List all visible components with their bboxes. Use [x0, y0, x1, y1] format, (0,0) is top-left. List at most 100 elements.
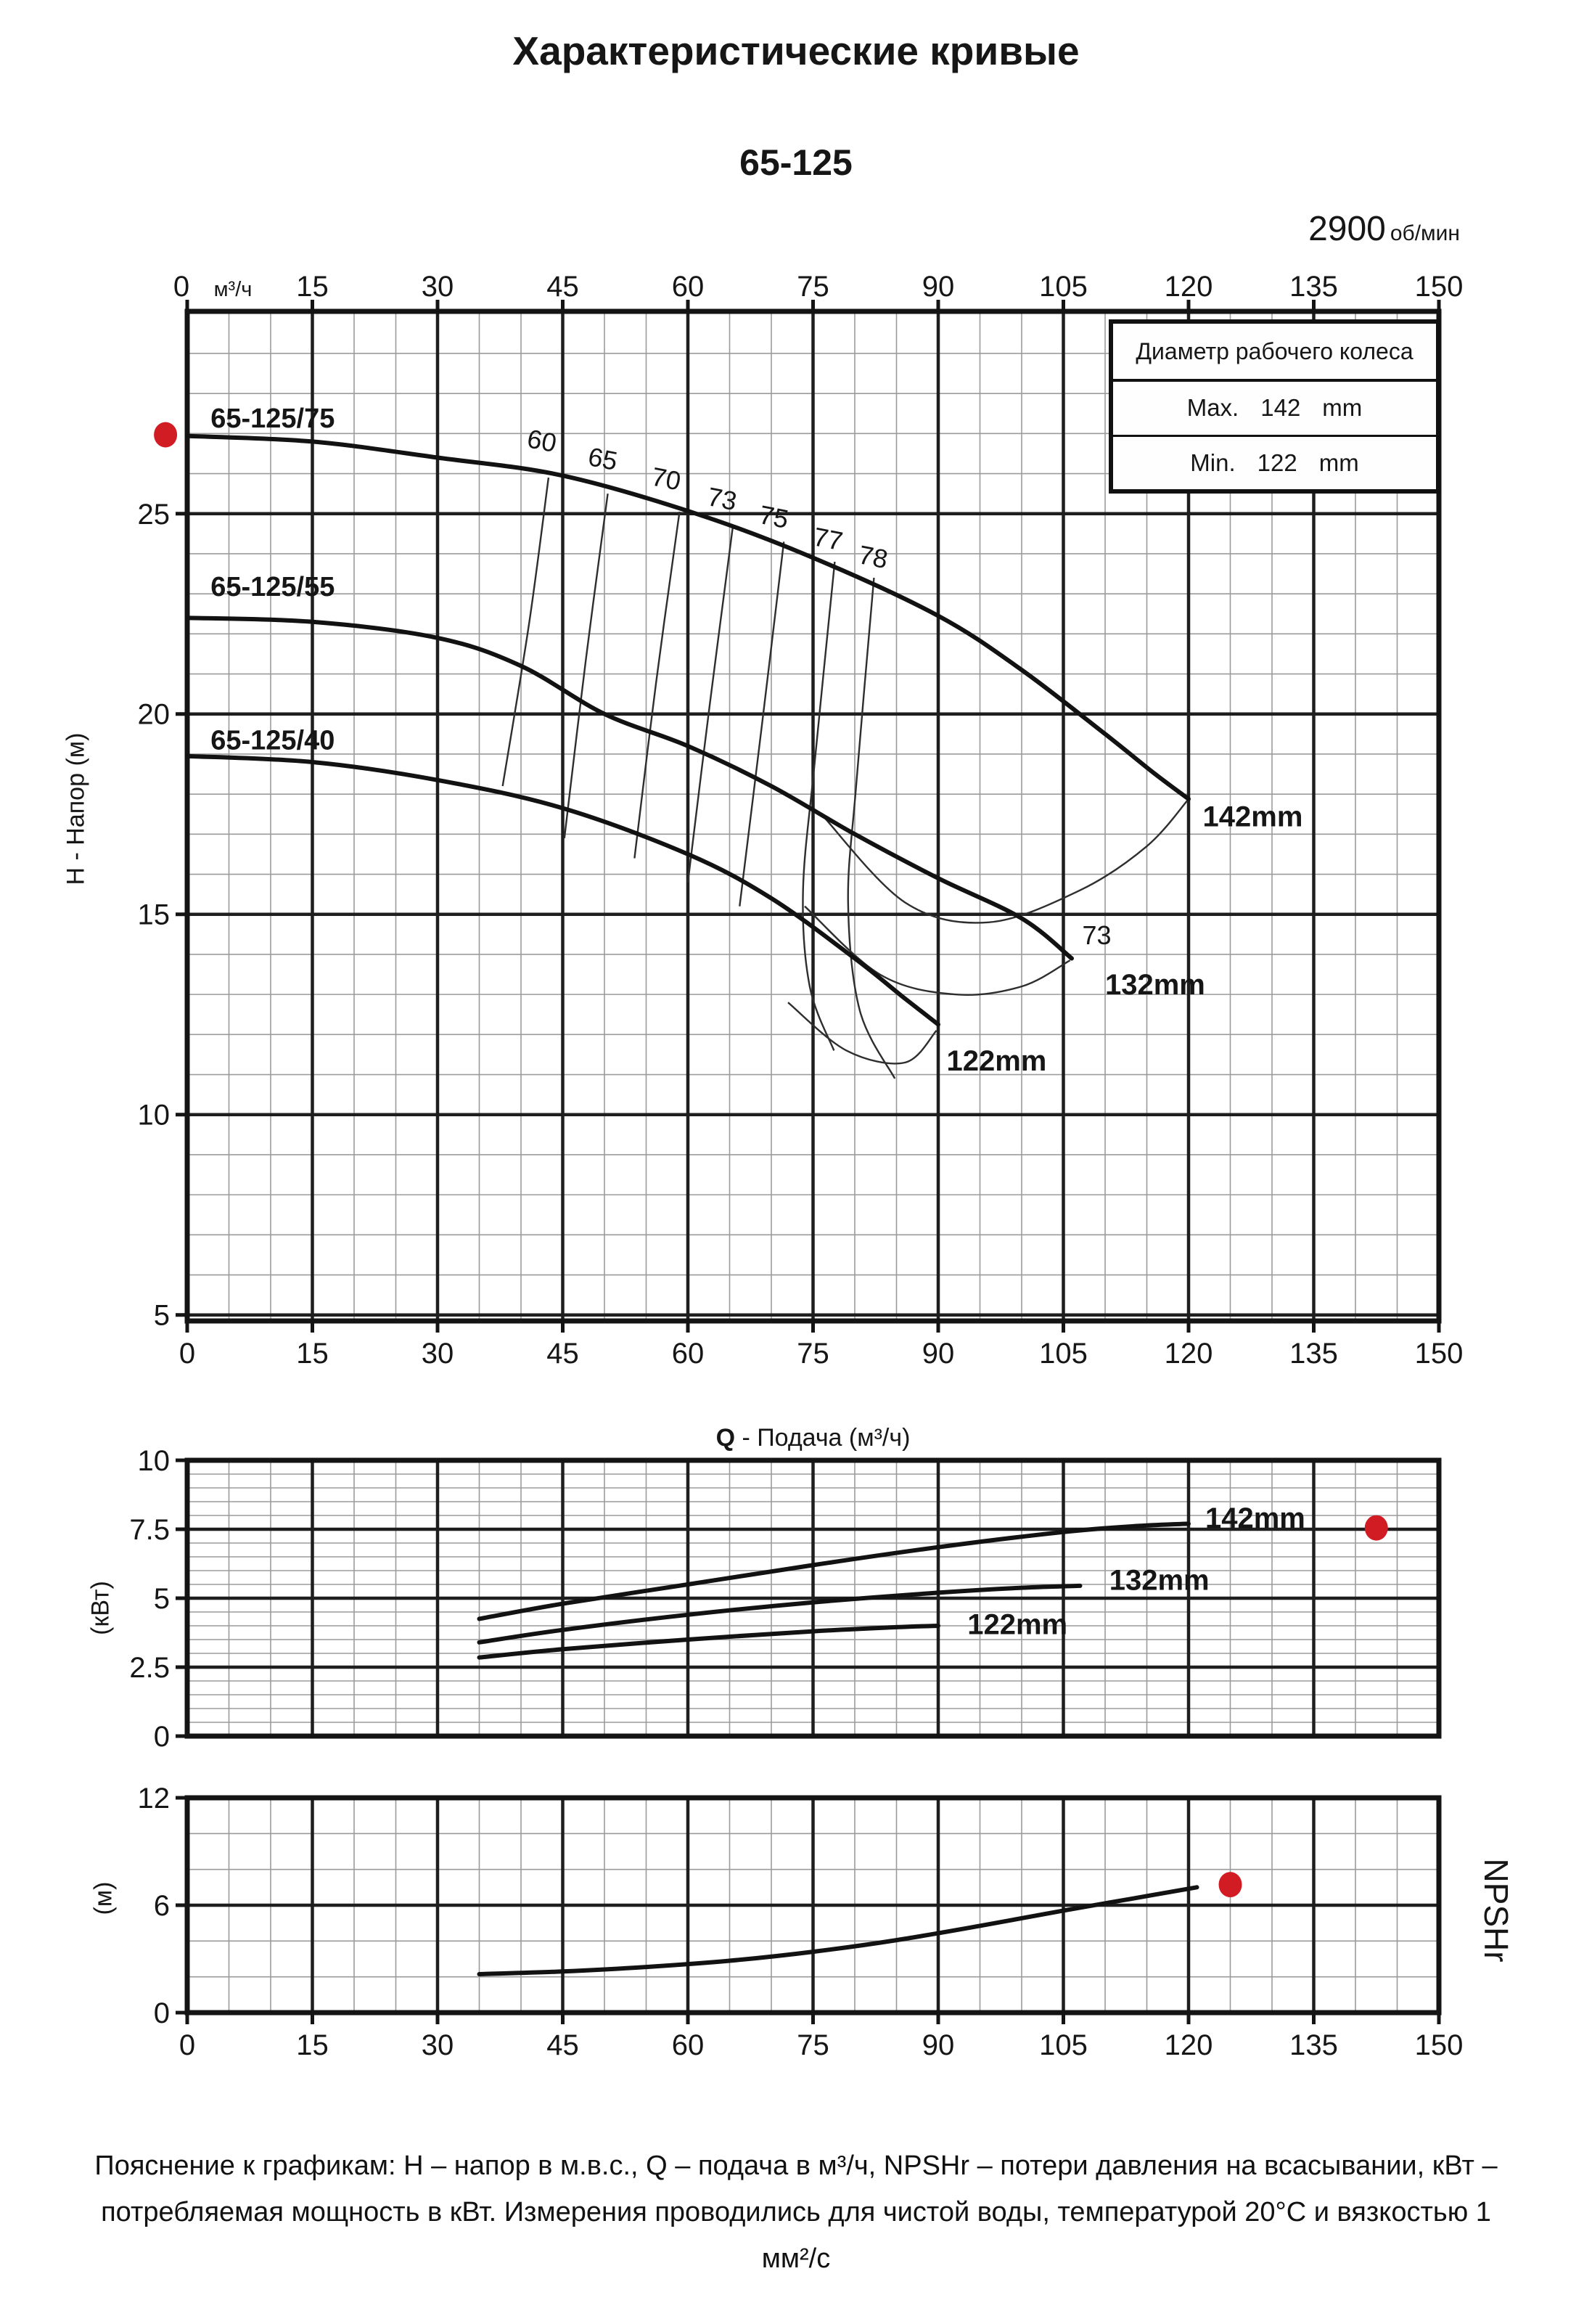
impeller-max-value: 142: [1260, 394, 1301, 422]
impeller-label: 142mm: [1205, 1502, 1305, 1534]
x-tick-label-bottom: 60: [672, 1338, 705, 1370]
efficiency-line: [847, 577, 896, 1079]
efficiency-label: 65: [586, 441, 620, 476]
x-tick-label-bottom: 120: [1165, 1338, 1213, 1370]
x-tick-label-top: 0: [173, 271, 189, 303]
impeller-label: 132mm: [1109, 1565, 1210, 1597]
red-marker-dot: [154, 422, 178, 448]
x-tick-label-bottom: 30: [422, 1338, 454, 1370]
x-tick-label-bottom: 90: [922, 2029, 955, 2061]
power-y-axis-title: (кВт): [86, 1581, 115, 1635]
red-marker-dot: [1364, 1515, 1388, 1541]
x-tick-label-bottom: 30: [422, 2029, 454, 2061]
q-axis-title: Q - Подача (м³/ч): [187, 1424, 1439, 1452]
efficiency-loop: [821, 799, 1189, 924]
y-tick-label: 0: [154, 1721, 170, 1753]
efficiency-line: [739, 541, 785, 907]
x-tick-label-bottom: 75: [797, 1338, 829, 1370]
y-tick-label: 20: [138, 699, 171, 731]
x-axis-unit-top: м³/ч: [214, 278, 253, 301]
y-tick-label: 10: [138, 1100, 171, 1132]
x-tick-label-bottom: 45: [546, 2029, 579, 2061]
efficiency-line: [686, 525, 734, 883]
npsh-right-axis-title: NPSHr: [1477, 1858, 1515, 1963]
page-title: Характеристические кривые: [512, 28, 1080, 73]
x-tick-label-bottom: 15: [296, 1338, 329, 1370]
x-tick-label-bottom: 105: [1039, 1338, 1088, 1370]
impeller-label: 122mm: [947, 1045, 1047, 1077]
efficiency-label: 78: [856, 539, 890, 574]
series-label: 65-125/75: [210, 404, 335, 434]
x-tick-label-bottom: 60: [672, 2029, 705, 2061]
x-tick-label-top: 105: [1039, 271, 1088, 303]
impeller-max-label: Max.: [1186, 394, 1239, 422]
impeller-label: 122mm: [967, 1608, 1067, 1640]
y-tick-label: 5: [154, 1300, 170, 1332]
x-tick-label-bottom: 90: [922, 1338, 955, 1370]
efficiency-line: [802, 561, 836, 1051]
impeller-label: 132mm: [1105, 969, 1205, 1001]
y-tick-label: 7.5: [129, 1514, 170, 1546]
impeller-min-unit: mm: [1318, 449, 1359, 476]
npsh-y-axis-title: (м): [89, 1881, 118, 1915]
impeller-max-row: Max. 142 mm: [1113, 382, 1436, 434]
head-y-axis-title: H - Напор (м): [62, 732, 90, 885]
footnote-line: потребляемая мощность в кВт. Измерения п…: [101, 2197, 1491, 2227]
x-tick-label-bottom: 15: [296, 2029, 329, 2061]
impeller-max-unit: mm: [1322, 394, 1363, 422]
footnote-line: Пояснение к графикам: H – напор в м.в.с.…: [94, 2151, 1498, 2181]
x-tick-label-bottom: 135: [1289, 2029, 1338, 2061]
efficiency-loop: [787, 1002, 937, 1065]
y-tick-label: 0: [154, 1997, 170, 2029]
x-tick-label-bottom: 150: [1415, 1338, 1464, 1370]
impeller-diameter-box: Диаметр рабочего колеса Max. 142 mm Min.…: [1109, 319, 1440, 494]
x-tick-label-top: 120: [1165, 271, 1213, 303]
curve-132mm: [477, 1583, 1083, 1645]
x-tick-label-top: 90: [922, 271, 955, 303]
y-tick-label: 25: [138, 499, 171, 531]
impeller-box-header: Диаметр рабочего колеса: [1113, 324, 1436, 382]
efficiency-loop-label: 73: [1082, 920, 1111, 950]
y-tick-label: 2.5: [129, 1652, 170, 1684]
x-tick-label-bottom: 150: [1415, 2029, 1464, 2061]
efficiency-label: 60: [525, 423, 559, 458]
x-tick-label-bottom: 135: [1289, 1338, 1338, 1370]
x-tick-label-top: 60: [672, 271, 705, 303]
x-tick-label-top: 30: [422, 271, 454, 303]
x-tick-label-bottom: 45: [546, 1338, 579, 1370]
curve-65-12555: [185, 615, 1074, 961]
curve-142mm: [477, 1521, 1191, 1621]
y-tick-label: 10: [138, 1445, 171, 1477]
y-tick-label: 5: [154, 1583, 170, 1615]
x-tick-label-bottom: 0: [179, 1338, 195, 1370]
series-label: 65-125/40: [210, 725, 335, 756]
q-axis-title-lead: Q: [715, 1424, 736, 1452]
y-tick-label: 15: [138, 899, 171, 931]
rpm-label: 2900 об/мин: [1308, 209, 1460, 249]
efficiency-loop: [804, 905, 1071, 996]
y-tick-label: 12: [138, 1783, 171, 1814]
curve-65-12540: [185, 753, 940, 1027]
efficiency-line: [501, 477, 550, 787]
efficiency-label: 70: [649, 462, 684, 496]
x-tick-label-top: 45: [546, 271, 579, 303]
rpm-value: 2900: [1308, 210, 1386, 248]
efficiency-label: 75: [757, 499, 791, 534]
series-label: 65-125/55: [210, 572, 335, 602]
efficiency-label: 77: [811, 521, 845, 556]
x-tick-label-bottom: 120: [1165, 2029, 1213, 2061]
impeller-min-row: Min. 122 mm: [1113, 434, 1436, 489]
impeller-min-label: Min.: [1190, 449, 1236, 476]
impeller-label: 142mm: [1203, 801, 1303, 832]
x-tick-label-top: 75: [797, 271, 829, 303]
x-tick-label-top: 135: [1289, 271, 1338, 303]
x-tick-label-bottom: 105: [1039, 2029, 1088, 2061]
curve-122mm: [477, 1624, 940, 1660]
pump-model-subtitle: 65-125: [739, 142, 853, 183]
x-tick-label-bottom: 75: [797, 2029, 829, 2061]
red-marker-dot: [1218, 1872, 1242, 1898]
x-tick-label-top: 150: [1415, 271, 1464, 303]
impeller-min-value: 122: [1257, 449, 1297, 476]
x-tick-label-bottom: 0: [179, 2029, 195, 2061]
